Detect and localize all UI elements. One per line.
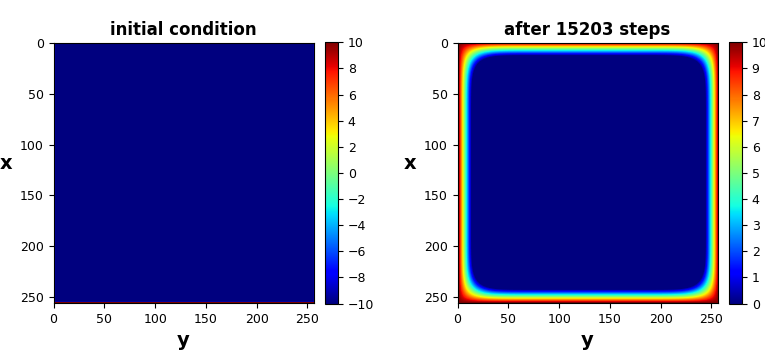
Title: after 15203 steps: after 15203 steps bbox=[504, 20, 671, 38]
Title: initial condition: initial condition bbox=[110, 20, 257, 38]
X-axis label: y: y bbox=[581, 331, 594, 350]
X-axis label: y: y bbox=[177, 331, 190, 350]
Y-axis label: x: x bbox=[0, 154, 12, 173]
Y-axis label: x: x bbox=[404, 154, 416, 173]
